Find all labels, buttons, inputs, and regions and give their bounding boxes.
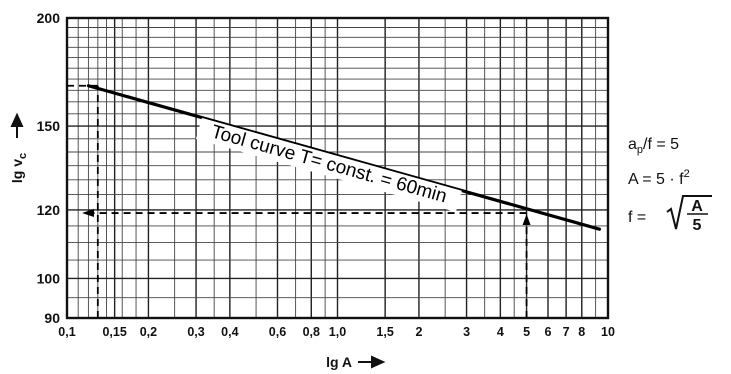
y-tick-label: 90 (44, 310, 60, 326)
curve-label-group: Tool curve T= const. = 60min (195, 117, 462, 212)
formula-feed: f = A 5 (628, 195, 712, 234)
formula-area: A = 5 · f2 (628, 168, 690, 188)
x-tick-label: 0,6 (269, 325, 286, 339)
curve-label-background (195, 117, 462, 212)
chart-series (86, 84, 602, 231)
x-tick-label: 2 (415, 325, 422, 339)
arrow-up-icon (522, 214, 531, 226)
x-tick-label: 1,5 (376, 325, 393, 339)
plot-frame (65, 16, 610, 320)
chart-frame (65, 16, 610, 320)
chart-grid (66, 17, 609, 319)
y-tick-label: 200 (37, 10, 61, 26)
x-axis-title: lg A (326, 354, 386, 370)
tool-curve-line (86, 84, 602, 231)
formula-ratio: ap/f = 5 (628, 136, 679, 156)
x-tick-label: 3 (463, 325, 470, 339)
svg-text:5: 5 (693, 217, 702, 234)
x-tick-label: 1,0 (329, 325, 346, 339)
sqrt-icon (666, 195, 712, 230)
x-tick-label: 6 (545, 325, 552, 339)
side-formulas: ap/f = 5 A = 5 · f2 f = A 5 (628, 136, 712, 234)
x-tick-label: 5 (523, 325, 530, 339)
x-tick-label: 0,4 (221, 325, 238, 339)
y-axis-label-sub: c (17, 153, 29, 159)
y-tick-label: 150 (37, 118, 61, 134)
reference-lines (67, 84, 531, 318)
x-tick-label: 0,3 (187, 325, 204, 339)
x-tick-label: 0,1 (58, 325, 75, 339)
x-tick-label: 10 (601, 325, 615, 339)
y-axis-arrow-icon (10, 112, 24, 138)
y-tick-label: 120 (37, 202, 61, 218)
svg-text:A: A (691, 198, 703, 215)
arrow-left-icon (82, 209, 94, 218)
x-axis-arrow-icon (358, 355, 386, 369)
chart-ticks: 0,1 0,15 0,2 0,3 0,4 0,6 0,8 1,0 1,5 2 3 4 5 6 7 8 10 90 1… (37, 10, 615, 339)
svg-text:f =: f = (628, 209, 646, 226)
y-tick-label: 100 (37, 270, 61, 286)
x-tick-label: 0,2 (140, 325, 157, 339)
svg-text:lg vc: lg vc (9, 153, 29, 183)
x-tick-label: 8 (578, 325, 585, 339)
x-axis-label: lg A (326, 354, 352, 370)
x-tick-label: 0,15 (102, 325, 126, 339)
x-tick-label: 7 (563, 325, 570, 339)
x-tick-label: 0,8 (303, 325, 320, 339)
x-tick-label: 4 (497, 325, 504, 339)
y-axis-label: lg v (9, 159, 25, 183)
y-axis-title: lg vc (9, 112, 29, 183)
